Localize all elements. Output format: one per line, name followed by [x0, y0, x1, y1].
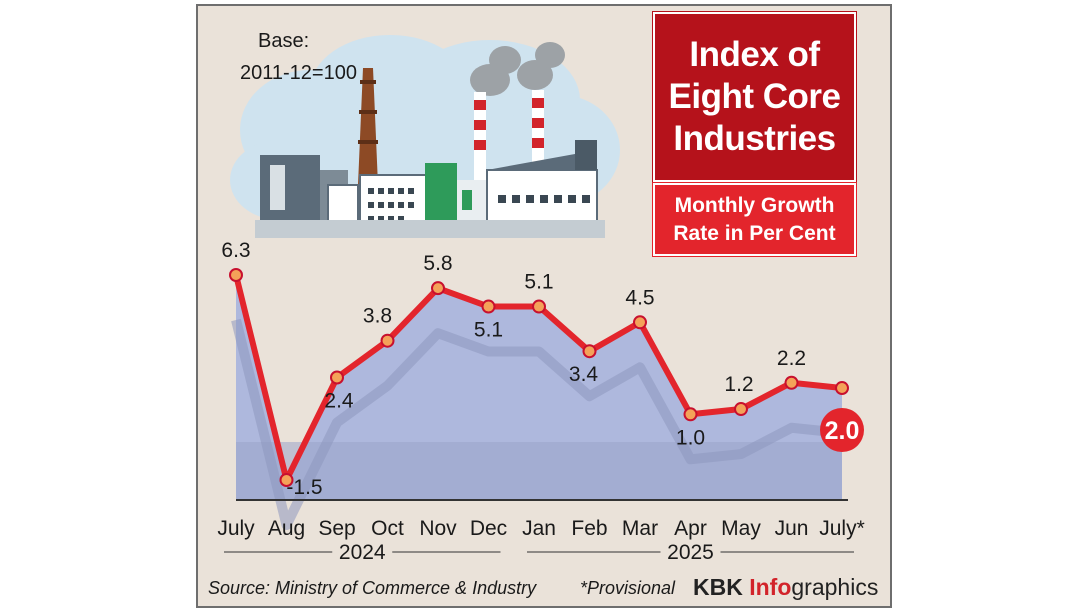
value-label-5: 5.1	[474, 319, 503, 342]
smoke-icon	[470, 42, 565, 96]
brand-part-2: Info	[749, 574, 792, 600]
factory-buildings-icon	[255, 140, 605, 238]
value-label-9: 1.0	[676, 426, 705, 449]
year-label-1: 2025	[667, 541, 714, 564]
base-label: Base:	[258, 30, 310, 52]
x-tick-label-3: Oct	[371, 517, 404, 540]
x-tick-label-9: Apr	[674, 517, 707, 540]
data-point-3	[380, 333, 395, 348]
brand-logo: KBK Infographics	[693, 574, 878, 601]
subtitle-box: Monthly Growth Rate in Per Cent	[652, 182, 857, 257]
brand-part-1: KBK	[693, 574, 750, 600]
data-point-10	[734, 402, 748, 417]
title-line-3: Industries	[673, 119, 836, 158]
factory-illustration	[230, 35, 620, 238]
data-point-9	[683, 407, 698, 422]
provisional-note: *Provisional	[580, 578, 676, 598]
title-line-1: Index of	[689, 35, 820, 74]
value-label-12: 2.0	[825, 417, 860, 445]
data-point-4	[431, 281, 445, 296]
x-tick-label-10: May	[721, 517, 761, 540]
data-point-1	[279, 473, 294, 487]
value-label-7: 3.4	[569, 363, 599, 386]
x-tick-label-2: Sep	[318, 517, 355, 540]
value-label-4: 5.8	[423, 252, 452, 275]
brand-part-3: graphics	[791, 574, 879, 600]
subtitle-line-1: Monthly Growth	[674, 193, 835, 217]
value-label-0: 6.3	[221, 239, 250, 262]
value-label-1: -1.5	[286, 476, 322, 499]
year-label-0: 2024	[339, 541, 386, 564]
data-point-0	[229, 268, 243, 282]
x-tick-label-0: July	[217, 517, 255, 540]
shadow-line	[231, 318, 843, 530]
chimney-brown-icon	[358, 68, 378, 185]
data-point-2	[330, 370, 344, 385]
data-point-7	[582, 344, 597, 359]
subtitle-line-2: Rate in Per Cent	[673, 221, 836, 245]
data-point-8	[633, 315, 647, 330]
value-label-2: 2.4	[324, 390, 354, 413]
base-value: 2011-12=100	[240, 62, 357, 84]
highlight-badge	[820, 408, 864, 453]
title-line-2: Eight Core	[668, 77, 841, 116]
value-label-6: 5.1	[524, 271, 553, 294]
x-tick-label-8: Mar	[622, 517, 658, 540]
x-tick-label-1: Aug	[268, 517, 305, 540]
value-label-11: 2.2	[777, 347, 806, 370]
value-label-3: 3.8	[363, 305, 392, 328]
x-tick-label-5: Dec	[470, 517, 507, 540]
x-tick-label-6: Jan	[522, 517, 556, 540]
x-tick-label-7: Feb	[571, 517, 607, 540]
data-point-11	[784, 375, 799, 390]
data-point-12	[835, 381, 849, 396]
value-label-10: 1.2	[724, 373, 753, 396]
data-point-5	[481, 299, 496, 314]
x-tick-label-12: July*	[819, 517, 865, 540]
x-tick-label-4: Nov	[419, 517, 457, 540]
data-point-6	[532, 299, 546, 314]
value-label-8: 4.5	[625, 286, 654, 309]
title-box: Index of Eight Core Industries	[652, 11, 857, 183]
x-tick-label-11: Jun	[775, 517, 809, 540]
source-note: Source: Ministry of Commerce & Industry	[208, 578, 537, 598]
